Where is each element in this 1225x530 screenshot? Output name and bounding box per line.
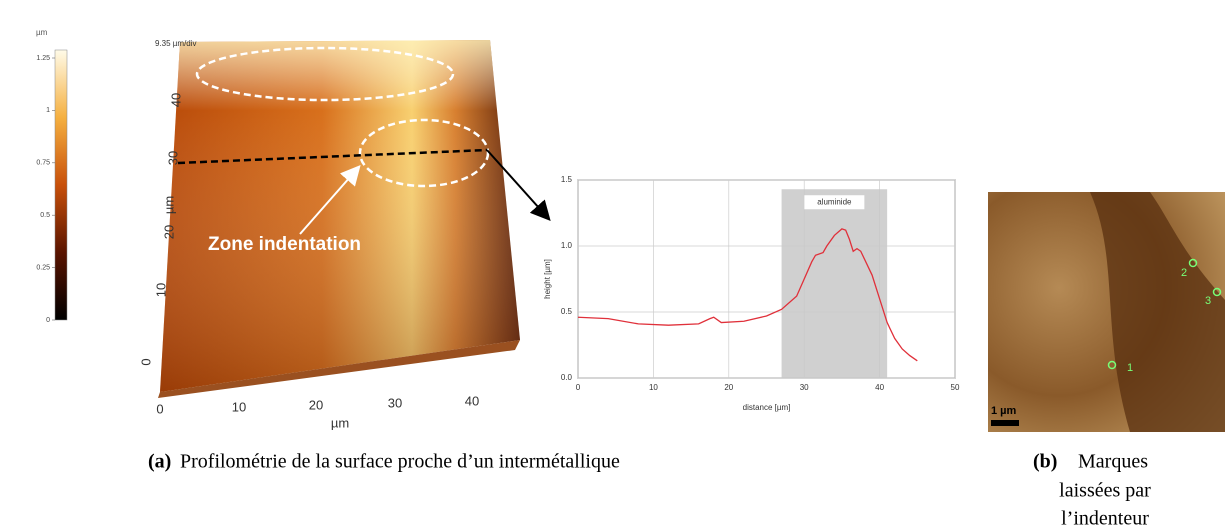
line (577, 228, 918, 362)
surface-edge (158, 340, 520, 398)
colorbar-ticks: 1.25 1 0.75 0.5 0.25 0 (36, 55, 55, 324)
arrow (486, 149, 551, 221)
colorbar-tick-label: 0.5 (40, 212, 50, 219)
x-axis-label: distance [µm] (743, 403, 791, 412)
profile-chart: aluminide 0 10 20 30 40 50 0.0 0.5 1.0 1.5 distance… (543, 175, 960, 412)
x-tick-label: 30 (800, 383, 809, 392)
marker (1188, 258, 1198, 268)
ellipse (195, 46, 455, 102)
ellipse (358, 118, 490, 188)
x-tick-label: 40 (875, 383, 884, 392)
y-tick-label: 20 (161, 225, 176, 239)
colorbar-unit: µm (36, 28, 48, 37)
colorbar-tick-label: 0 (46, 317, 50, 324)
x-tick-label: 0 (156, 401, 163, 416)
colorbar-tick-label: 0.25 (36, 264, 50, 271)
band-label-box (804, 195, 865, 210)
marker-label: 2 (1181, 267, 1187, 279)
x-tick-label: 10 (232, 399, 246, 414)
surface-shading (160, 40, 520, 392)
colorbar (54, 49, 68, 321)
caption: Marques (1078, 451, 1148, 473)
x-tick-label: 20 (724, 383, 733, 392)
y-tick-label: 40 (168, 93, 183, 107)
arrow (299, 164, 361, 235)
x-tick-label: 20 (309, 397, 323, 412)
colorbar-tick-label: 1 (46, 107, 50, 114)
x-tick-label: 0 (576, 383, 581, 392)
marker-label: 3 (1205, 295, 1211, 307)
colorbar-tick-label: 0.75 (36, 160, 50, 167)
caption: Profilométrie de la surface proche d’un … (180, 451, 620, 473)
caption: laissées par (1059, 480, 1151, 502)
profile-line (177, 148, 488, 165)
y-tick-label: 30 (165, 151, 180, 165)
image-shade (1090, 192, 1225, 432)
marker (1212, 287, 1222, 297)
y-tick-label: 1.0 (561, 241, 573, 250)
caption-label: (b) (1033, 451, 1057, 473)
y-tick-label: 0.5 (561, 307, 573, 316)
x-tick-label: 40 (465, 393, 479, 408)
y-tick-label: 0 (138, 358, 153, 365)
colorbar-tick-label: 1.25 (36, 55, 50, 62)
x-axis-unit: µm (331, 415, 349, 430)
scale-label: 9.35 µm/div (155, 39, 197, 48)
y-axis-unit: µm (161, 196, 176, 214)
x-tick-label: 50 (951, 383, 960, 392)
band-label: aluminide (817, 197, 852, 206)
scale-bar (991, 420, 1019, 426)
marker-label: 1 (1127, 362, 1133, 374)
caption: l’indenteur (1061, 508, 1149, 530)
x-tick-label: 10 (649, 383, 658, 392)
annotation: Zone indentation (208, 234, 361, 255)
marker (1107, 360, 1117, 370)
band (781, 189, 888, 378)
y-axis-label: height [µm] (543, 259, 552, 299)
y-tick-label: 0.0 (561, 373, 573, 382)
plot-area (577, 179, 956, 379)
caption-label: (a) (148, 451, 171, 473)
scale-bar-label: 1 µm (991, 405, 1017, 417)
x-tick-label: 30 (388, 395, 402, 410)
y-tick-label: 10 (153, 283, 168, 297)
y-tick-label: 1.5 (561, 175, 573, 184)
